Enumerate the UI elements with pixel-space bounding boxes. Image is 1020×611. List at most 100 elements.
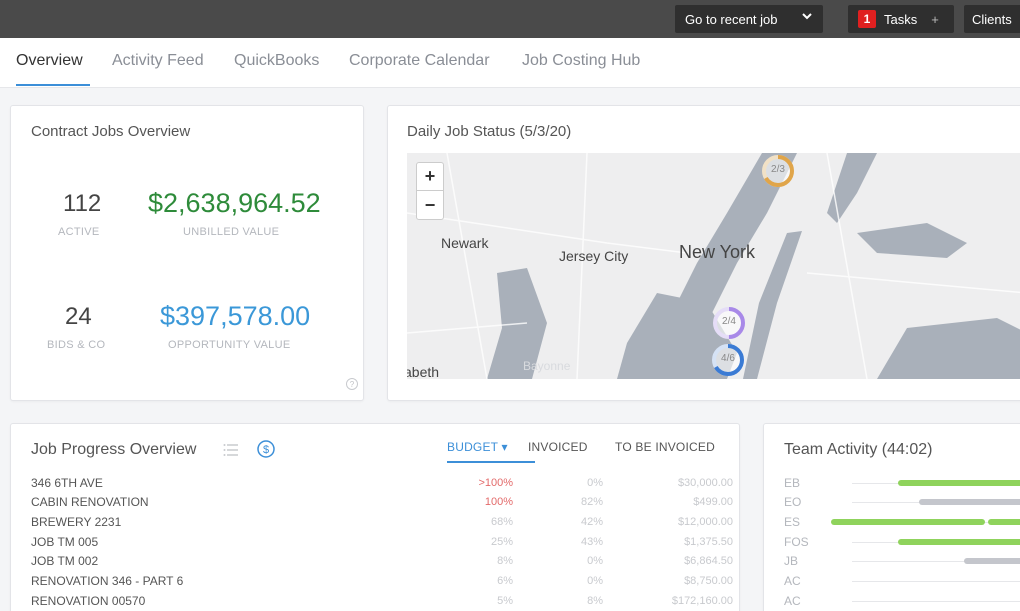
invoiced-value: 0%	[587, 477, 603, 489]
top-bar: Go to recent job 1 Tasks + Clients	[0, 0, 1020, 38]
activity-track	[852, 561, 1020, 562]
invoiced-value: 0%	[587, 555, 603, 567]
zoom-in-button[interactable]: +	[417, 163, 443, 191]
tbi-value: $499.00	[693, 496, 733, 508]
marker-label: 2/4	[722, 316, 736, 327]
recent-job-dropdown[interactable]: Go to recent job	[675, 5, 823, 33]
job-progress-card: Job Progress Overview $ BUDGET ▾ INVOICE…	[10, 423, 740, 611]
clients-button[interactable]: Clients	[964, 5, 1020, 33]
tab-overview[interactable]: Overview	[16, 52, 83, 69]
unbilled-value: $2,638,964.52	[148, 188, 321, 218]
activity-bar	[898, 539, 1020, 545]
member-initials: JB	[784, 554, 799, 568]
job-name: BREWERY 2231	[31, 515, 122, 529]
tbi-value: $6,864.50	[684, 555, 733, 567]
job-name: CABIN RENOVATION	[31, 495, 149, 509]
active-count: 112	[63, 190, 102, 217]
column-budget[interactable]: BUDGET ▾	[447, 440, 508, 454]
chevron-down-icon	[801, 10, 813, 25]
tasks-label: Tasks	[884, 11, 918, 27]
sort-indicator	[447, 461, 535, 463]
zoom-control: + −	[416, 162, 444, 220]
job-name: RENOVATION 346 - PART 6	[31, 574, 184, 588]
tab-activity-feed[interactable]: Activity Feed	[112, 52, 204, 69]
tab-job-costing-hub[interactable]: Job Costing Hub	[522, 52, 641, 69]
column-invoiced[interactable]: INVOICED	[528, 440, 588, 454]
bids-label: BIDS & CO	[47, 339, 106, 351]
member-initials: FOS	[784, 535, 809, 549]
caret-down-icon: ▾	[501, 440, 508, 454]
card-title: Team Activity (44:02)	[784, 441, 933, 458]
team-row[interactable]: JB	[764, 554, 1020, 570]
team-row[interactable]: AC	[764, 574, 1020, 590]
tbi-value: $8,750.00	[684, 575, 733, 587]
zoom-out-button[interactable]: −	[424, 194, 436, 215]
card-title: Daily Job Status (5/3/20)	[407, 123, 572, 140]
job-marker[interactable]: 2/4	[711, 305, 747, 341]
team-row[interactable]: ES	[764, 515, 1020, 531]
active-label: ACTIVE	[58, 226, 100, 238]
budget-value: 100%	[484, 496, 513, 508]
list-icon[interactable]	[223, 443, 239, 462]
activity-bar	[898, 480, 1020, 486]
job-map[interactable]: + − Newark Jersey City New York Bayonne …	[407, 153, 1020, 379]
add-task-icon[interactable]: +	[931, 11, 939, 27]
budget-value: 6%	[497, 575, 513, 587]
member-initials: AC	[784, 594, 801, 608]
tbi-value: $172,160.00	[671, 595, 733, 607]
team-row[interactable]: AC	[764, 594, 1020, 610]
unbilled-label: UNBILLED VALUE	[183, 226, 280, 238]
svg-text:$: $	[263, 444, 269, 456]
member-initials: EO	[784, 495, 802, 509]
tab-quickbooks[interactable]: QuickBooks	[234, 52, 320, 69]
job-name: JOB TM 002	[31, 554, 99, 568]
dollar-circle-icon[interactable]: $	[257, 440, 275, 463]
map-label-jersey-city: Jersey City	[559, 248, 629, 264]
tbi-value: $30,000.00	[677, 477, 733, 489]
activity-bar	[919, 499, 1020, 505]
card-title: Job Progress Overview	[31, 441, 197, 458]
member-initials: ES	[784, 515, 801, 529]
invoiced-value: 0%	[587, 575, 603, 587]
map-label-bayonne: Bayonne	[523, 359, 571, 373]
daily-job-status-card: Daily Job Status (5/3/20)	[387, 105, 1020, 401]
bids-count: 24	[65, 303, 92, 330]
active-tab-indicator	[16, 84, 90, 86]
column-to-be-invoiced[interactable]: TO BE INVOICED	[615, 440, 715, 454]
team-row[interactable]: EB	[764, 476, 1020, 492]
job-marker[interactable]: 4/6	[710, 342, 746, 378]
tasks-button[interactable]: 1 Tasks +	[848, 5, 954, 33]
marker-label: 2/3	[771, 164, 785, 175]
invoiced-value: 42%	[580, 516, 603, 528]
tbi-value: $12,000.00	[677, 516, 733, 528]
opportunity-label: OPPORTUNITY VALUE	[168, 339, 291, 351]
opportunity-value: $397,578.00	[160, 301, 311, 331]
tbi-value: $1,375.50	[684, 536, 733, 548]
map-label-newark: Newark	[441, 235, 489, 251]
tab-bar: Overview Activity Feed QuickBooks Corpor…	[0, 38, 1020, 88]
clients-label: Clients	[972, 11, 1012, 27]
question-icon[interactable]: ?	[346, 378, 358, 390]
activity-track	[852, 581, 1020, 582]
marker-label: 4/6	[721, 353, 735, 364]
budget-value: 68%	[490, 516, 513, 528]
job-marker[interactable]: 2/3	[760, 153, 796, 189]
tab-corporate-calendar[interactable]: Corporate Calendar	[349, 52, 490, 69]
map-label-elizabeth: abeth	[407, 364, 440, 379]
map-water	[407, 153, 1020, 379]
invoiced-value: 43%	[580, 536, 603, 548]
budget-label: BUDGET	[447, 440, 498, 454]
activity-bar	[988, 519, 1020, 525]
invoiced-value: 82%	[580, 496, 603, 508]
recent-job-label: Go to recent job	[685, 11, 778, 27]
job-name: JOB TM 005	[31, 535, 99, 549]
team-row[interactable]: FOS	[764, 535, 1020, 551]
job-name: 346 6TH AVE	[31, 476, 103, 490]
contract-jobs-card: Contract Jobs Overview 112 ACTIVE $2,638…	[10, 105, 364, 401]
activity-bar	[831, 519, 985, 525]
budget-value: 8%	[497, 555, 513, 567]
activity-track	[852, 601, 1020, 602]
budget-value: 25%	[490, 536, 513, 548]
activity-bar	[964, 558, 1020, 564]
team-row[interactable]: EO	[764, 495, 1020, 511]
